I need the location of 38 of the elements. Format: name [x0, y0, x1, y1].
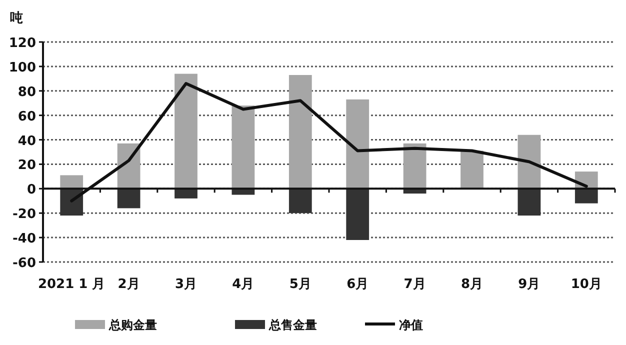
y-tick-label: 20 [18, 158, 36, 174]
x-tick-label: 3月 [174, 277, 198, 292]
legend-label: 总购金量 [108, 318, 157, 332]
y-tick-label: 120 [8, 36, 36, 51]
x-tick-label: 7月 [404, 277, 426, 292]
bar [288, 75, 312, 189]
bar [60, 175, 84, 189]
bar [288, 188, 312, 214]
y-tick-label: 60 [18, 109, 36, 124]
x-tick-label: 2021 1 月 [38, 277, 106, 292]
x-tick-label: 8月 [460, 277, 484, 292]
x-tick-label: 6月 [346, 277, 369, 292]
x-tick-label: 4月 [232, 277, 254, 292]
y-tick-label: 80 [18, 84, 36, 100]
bar [574, 188, 598, 204]
y-tick-label: 40 [18, 134, 36, 149]
bar [174, 188, 198, 198]
bar [232, 106, 255, 189]
x-tick-label: 5月 [289, 277, 312, 292]
bar [346, 99, 370, 189]
legend-label: 总售金量 [268, 318, 317, 332]
bar [518, 188, 541, 216]
y-tick-label: -40 [12, 232, 36, 247]
y-tick-label: -20 [12, 207, 36, 222]
bar [60, 188, 84, 216]
legend-label: 净值 [399, 318, 423, 332]
bar [117, 188, 140, 208]
bar [174, 74, 198, 189]
y-tick-label: 100 [8, 60, 36, 76]
bar [346, 188, 370, 240]
y-tick-label: 0 [26, 182, 36, 198]
x-tick-label: 2月 [118, 277, 140, 292]
y-axis-title: 吨 [10, 11, 23, 26]
y-tick-label: -60 [12, 256, 36, 271]
bar [460, 150, 484, 189]
x-tick-label: 9月 [518, 277, 540, 292]
bar [518, 134, 541, 189]
x-tick-label: 10月 [570, 277, 602, 292]
